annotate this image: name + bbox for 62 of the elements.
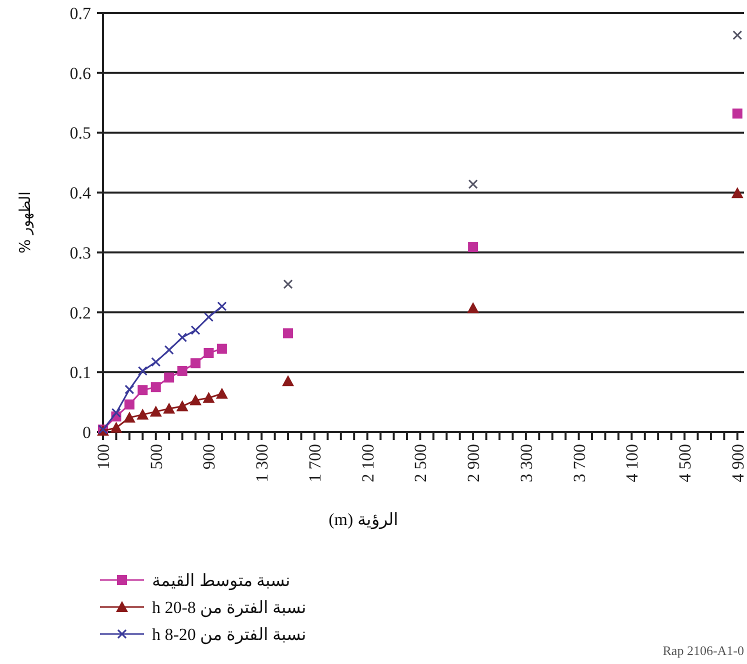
point (216, 344, 227, 354)
y-tick-label: 0.3 (70, 243, 91, 262)
point (283, 328, 294, 338)
point (150, 406, 162, 417)
point (123, 412, 136, 423)
point (217, 302, 227, 312)
point (204, 348, 214, 358)
x-tick-label: 3 700 (570, 444, 589, 482)
x-tick-label: 2 900 (464, 444, 484, 482)
point (150, 382, 161, 392)
point (732, 108, 742, 119)
point (731, 187, 744, 198)
legend-label: نسبة متوسط القيمة (152, 571, 290, 591)
point (138, 366, 148, 376)
point (110, 422, 122, 433)
x-tick-label: 2 100 (358, 444, 378, 482)
point (136, 408, 149, 420)
point (468, 242, 478, 252)
point (282, 375, 294, 386)
point (190, 325, 200, 336)
point (190, 358, 201, 368)
point (178, 332, 188, 342)
point (732, 30, 742, 40)
point (151, 357, 161, 367)
x-tick-label: 1 700 (305, 444, 324, 482)
x-tick-label: 4 900 (728, 444, 747, 482)
point (190, 394, 202, 406)
point (124, 399, 134, 410)
x-tick-label: 2 500 (411, 444, 430, 482)
x-tick-label: 4 500 (676, 444, 695, 482)
x-tick-label: 100 (94, 444, 113, 470)
x-tick-label: 3 300 (516, 444, 536, 482)
point (138, 385, 148, 396)
point (467, 302, 480, 314)
x-tick-label: 900 (200, 444, 219, 470)
point (111, 408, 122, 418)
point (164, 372, 174, 383)
point (176, 400, 188, 412)
y-tick-label: 0.2 (70, 303, 91, 322)
point (468, 179, 478, 189)
y-axis-title: الظهور % (16, 192, 34, 254)
point (204, 312, 214, 322)
text: Rap 2106-A1-0 (662, 643, 744, 658)
x-tick-label: 500 (146, 444, 166, 470)
point (163, 402, 176, 414)
y-tick-label: 0.6 (70, 64, 91, 83)
y-tick-label: 0.1 (70, 363, 91, 382)
point (202, 392, 215, 403)
point (216, 388, 228, 399)
legend-label: نسبة الفترة من 20-8 h (152, 625, 307, 645)
x-tick-label: 1 300 (252, 444, 272, 482)
x-tick-label: 4 100 (622, 444, 642, 482)
point (177, 366, 188, 376)
y-tick-label: 0.7 (70, 4, 92, 23)
x-axis-title: الرؤية (m) (328, 510, 398, 530)
y-tick-label: 0 (82, 423, 91, 442)
point (164, 345, 174, 355)
point (283, 279, 293, 289)
legend-label: نسبة الفترة من 8-20 h (152, 598, 307, 618)
y-tick-label: 0.5 (70, 124, 91, 143)
y-tick-label: 0.4 (70, 184, 92, 203)
point (124, 384, 134, 394)
